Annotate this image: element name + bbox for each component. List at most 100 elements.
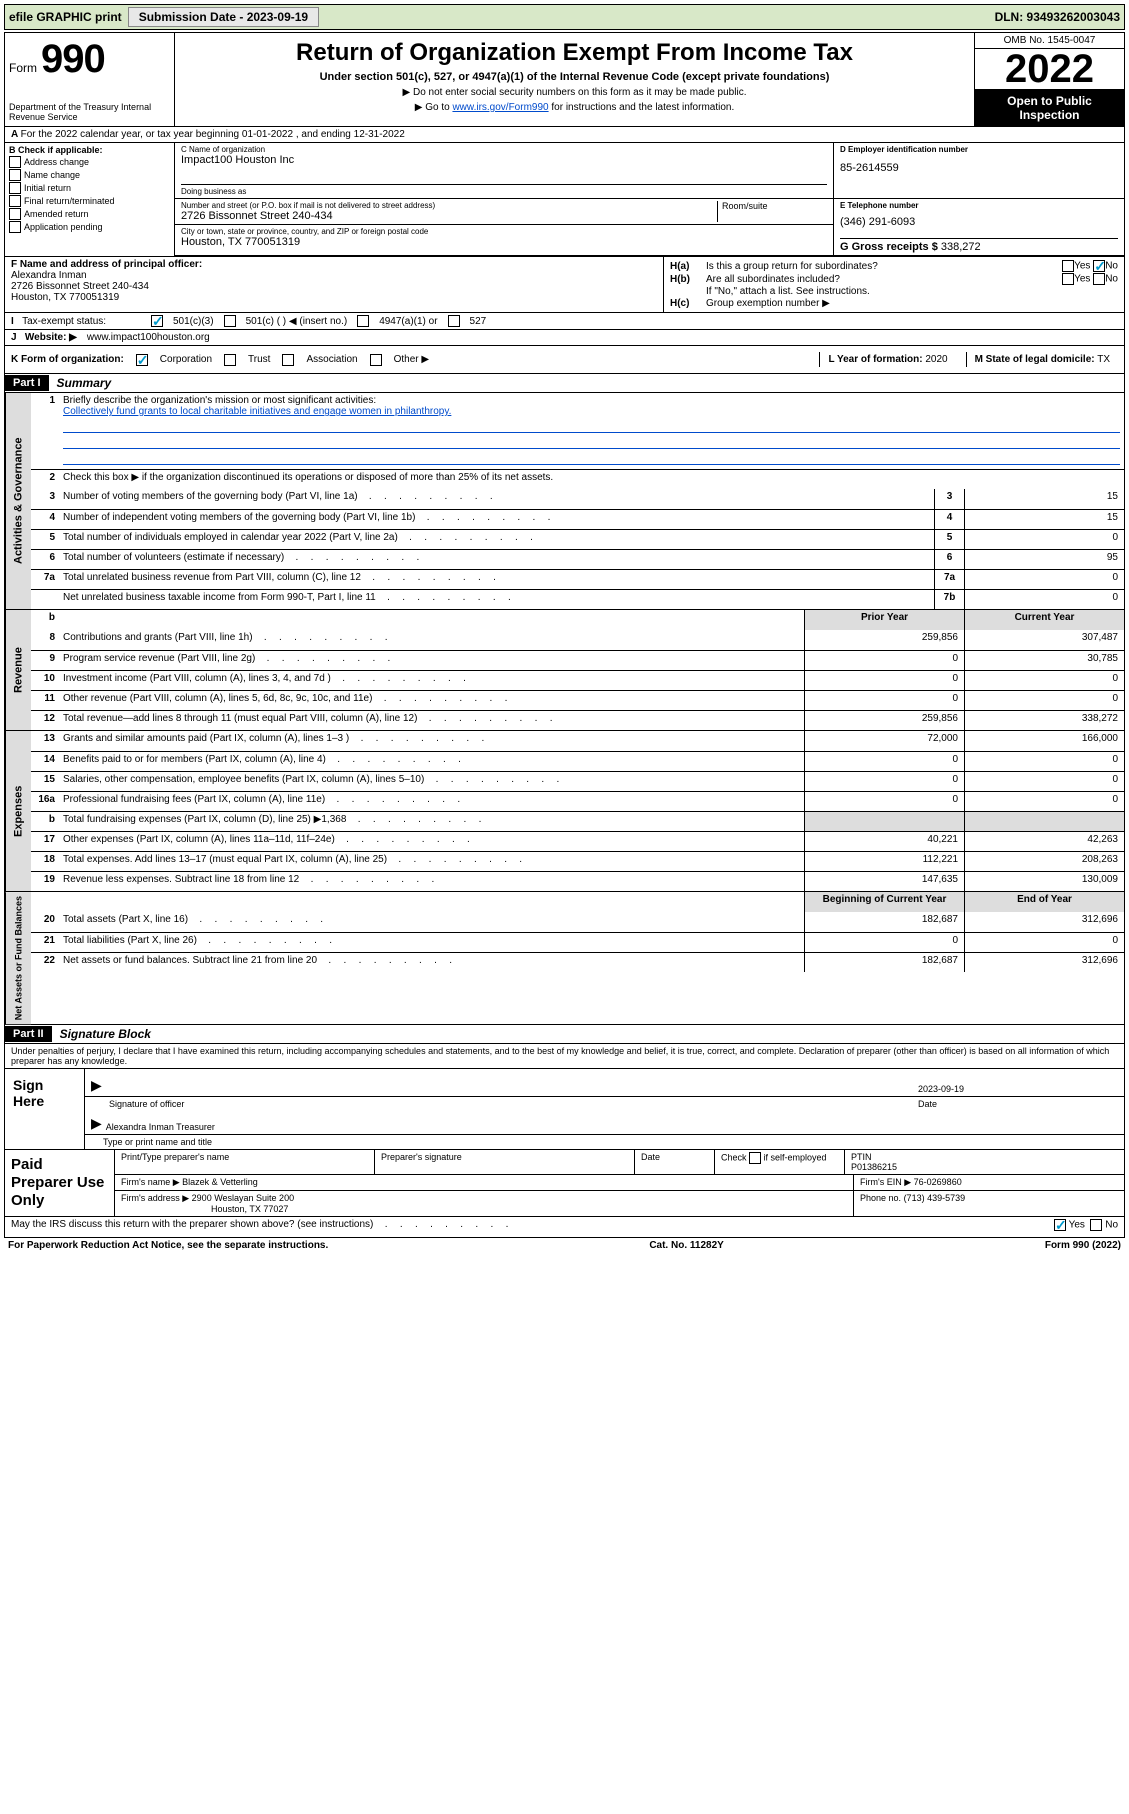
box-d-ein: D Employer identification number 85-2614… bbox=[834, 143, 1124, 198]
chk-assoc[interactable] bbox=[282, 354, 294, 366]
k-label: K Form of organization: bbox=[11, 354, 124, 365]
irs-link[interactable]: www.irs.gov/Form990 bbox=[452, 102, 548, 113]
firm-ein: 76-0269860 bbox=[914, 1177, 962, 1187]
box-h: H(a)Is this a group return for subordina… bbox=[664, 257, 1124, 312]
vtab-governance: Activities & Governance bbox=[5, 393, 31, 609]
chk-4947[interactable] bbox=[357, 315, 369, 327]
year-formation: 2020 bbox=[925, 354, 947, 365]
data-line: 22Net assets or fund balances. Subtract … bbox=[31, 952, 1124, 972]
data-line: 19Revenue less expenses. Subtract line 1… bbox=[31, 871, 1124, 891]
chk-self-employed[interactable] bbox=[749, 1152, 761, 1164]
data-line: 15Salaries, other compensation, employee… bbox=[31, 771, 1124, 791]
tax-year: 2022 bbox=[975, 49, 1124, 90]
chk-amended[interactable] bbox=[9, 208, 21, 220]
gov-line: 5Total number of individuals employed in… bbox=[31, 529, 1124, 549]
part2-header: Part II Signature Block bbox=[5, 1025, 1124, 1044]
chk-501c3[interactable] bbox=[151, 315, 163, 327]
col-b-checkboxes: B Check if applicable: Address change Na… bbox=[5, 143, 175, 256]
gross-receipts: 338,272 bbox=[941, 241, 981, 253]
firm-name: Blazek & Vetterling bbox=[182, 1177, 258, 1187]
form-header: Form 990 Department of the Treasury Inte… bbox=[5, 33, 1124, 127]
chk-name-change[interactable] bbox=[9, 169, 21, 181]
row-a-tax-year: A For the 2022 calendar year, or tax yea… bbox=[5, 127, 1124, 143]
pra-notice: For Paperwork Reduction Act Notice, see … bbox=[8, 1240, 328, 1251]
efile-label: efile GRAPHIC print bbox=[9, 10, 122, 24]
paid-preparer-label: Paid Preparer Use Only bbox=[5, 1150, 115, 1216]
line2-text: Check this box ▶ if the organization dis… bbox=[63, 472, 553, 483]
gov-line: 4Number of independent voting members of… bbox=[31, 509, 1124, 529]
open-to-public: Open to Public Inspection bbox=[975, 90, 1124, 126]
section-netassets: Net Assets or Fund Balances Beginning of… bbox=[5, 892, 1124, 1025]
submission-date-button[interactable]: Submission Date - 2023-09-19 bbox=[128, 7, 319, 27]
tax-year-range: For the 2022 calendar year, or tax year … bbox=[21, 129, 405, 140]
gov-line: 6Total number of volunteers (estimate if… bbox=[31, 549, 1124, 569]
hb-yes[interactable] bbox=[1062, 273, 1074, 285]
vtab-revenue: Revenue bbox=[5, 610, 31, 730]
ptin-value: P01386215 bbox=[851, 1162, 897, 1172]
row-i-tax-exempt: I Tax-exempt status: 501(c)(3) 501(c) ( … bbox=[5, 313, 1124, 330]
gov-line: 7aTotal unrelated business revenue from … bbox=[31, 569, 1124, 589]
chk-final-return[interactable] bbox=[9, 195, 21, 207]
data-line: 20Total assets (Part X, line 16)182,6873… bbox=[31, 912, 1124, 932]
mission-text[interactable]: Collectively fund grants to local charit… bbox=[63, 406, 451, 417]
firm-addr1: 2900 Weslayan Suite 200 bbox=[192, 1193, 294, 1203]
header-right: OMB No. 1545-0047 2022 Open to Public In… bbox=[974, 33, 1124, 126]
sign-here-label: Sign Here bbox=[5, 1069, 85, 1149]
hdr-current-year: Current Year bbox=[964, 610, 1124, 630]
chk-trust[interactable] bbox=[224, 354, 236, 366]
chk-corp[interactable] bbox=[136, 354, 148, 366]
discuss-no[interactable] bbox=[1090, 1219, 1102, 1231]
sig-officer-label: Signature of officer bbox=[91, 1099, 918, 1109]
chk-501c[interactable] bbox=[224, 315, 236, 327]
vtab-netassets: Net Assets or Fund Balances bbox=[5, 892, 31, 1024]
data-line: bTotal fundraising expenses (Part IX, co… bbox=[31, 811, 1124, 831]
header-mid: Return of Organization Exempt From Incom… bbox=[175, 33, 974, 126]
hdr-beginning: Beginning of Current Year bbox=[804, 892, 964, 912]
sign-here-section: Sign Here ▶ 2023-09-19 Signature of offi… bbox=[5, 1069, 1124, 1150]
form-subtitle: Under section 501(c), 527, or 4947(a)(1)… bbox=[183, 71, 966, 83]
ha-yes[interactable] bbox=[1062, 260, 1074, 272]
website-value: www.impact100houston.org bbox=[87, 332, 210, 343]
form-number: 990 bbox=[41, 37, 105, 82]
dept-treasury: Department of the Treasury Internal Reve… bbox=[9, 102, 170, 122]
chk-app-pending[interactable] bbox=[9, 221, 21, 233]
row-klm: K Form of organization: Corporation Trus… bbox=[5, 346, 1124, 374]
phone-value: (346) 291-6093 bbox=[840, 216, 1118, 228]
data-line: 13Grants and similar amounts paid (Part … bbox=[31, 731, 1124, 751]
address-box: Number and street (or P.O. box if mail i… bbox=[175, 199, 834, 255]
data-line: 10Investment income (Part VIII, column (… bbox=[31, 670, 1124, 690]
officer-name-title: Alexandra Inman Treasurer bbox=[106, 1122, 215, 1132]
mission-label: Briefly describe the organization's miss… bbox=[63, 395, 376, 406]
part1-header: Part I Summary bbox=[5, 374, 1124, 393]
room-suite-lbl: Room/suite bbox=[717, 201, 827, 222]
chk-initial-return[interactable] bbox=[9, 182, 21, 194]
section-fh: F Name and address of principal officer:… bbox=[5, 257, 1124, 313]
gov-line: Net unrelated business taxable income fr… bbox=[31, 589, 1124, 609]
org-city: Houston, TX 770051319 bbox=[181, 236, 827, 248]
data-line: 14Benefits paid to or for members (Part … bbox=[31, 751, 1124, 771]
hb-no[interactable] bbox=[1093, 273, 1105, 285]
data-line: 11Other revenue (Part VIII, column (A), … bbox=[31, 690, 1124, 710]
data-line: 18Total expenses. Add lines 13–17 (must … bbox=[31, 851, 1124, 871]
chk-527[interactable] bbox=[448, 315, 460, 327]
data-line: 9Program service revenue (Part VIII, lin… bbox=[31, 650, 1124, 670]
ha-no[interactable] bbox=[1093, 260, 1105, 272]
dln-label: DLN: 93493262003043 bbox=[995, 10, 1120, 24]
section-expenses: Expenses 13Grants and similar amounts pa… bbox=[5, 731, 1124, 892]
data-line: 21Total liabilities (Part X, line 26)00 bbox=[31, 932, 1124, 952]
efile-toolbar: efile GRAPHIC print Submission Date - 20… bbox=[4, 4, 1125, 30]
chk-address-change[interactable] bbox=[9, 156, 21, 168]
state-domicile: TX bbox=[1097, 354, 1110, 365]
box-c-name: C Name of organization Impact100 Houston… bbox=[175, 143, 834, 198]
ein-value: 85-2614559 bbox=[840, 162, 1118, 174]
col-b-title: B Check if applicable: bbox=[9, 145, 103, 155]
perjury-declaration: Under penalties of perjury, I declare th… bbox=[5, 1044, 1124, 1069]
chk-other[interactable] bbox=[370, 354, 382, 366]
page-footer: For Paperwork Reduction Act Notice, see … bbox=[4, 1238, 1125, 1253]
discuss-yes[interactable] bbox=[1054, 1219, 1066, 1231]
hdr-prior-year: Prior Year bbox=[804, 610, 964, 630]
header-left: Form 990 Department of the Treasury Inte… bbox=[5, 33, 175, 126]
org-name: Impact100 Houston Inc bbox=[181, 154, 827, 166]
data-line: 12Total revenue—add lines 8 through 11 (… bbox=[31, 710, 1124, 730]
firm-addr2: Houston, TX 77027 bbox=[121, 1204, 288, 1214]
